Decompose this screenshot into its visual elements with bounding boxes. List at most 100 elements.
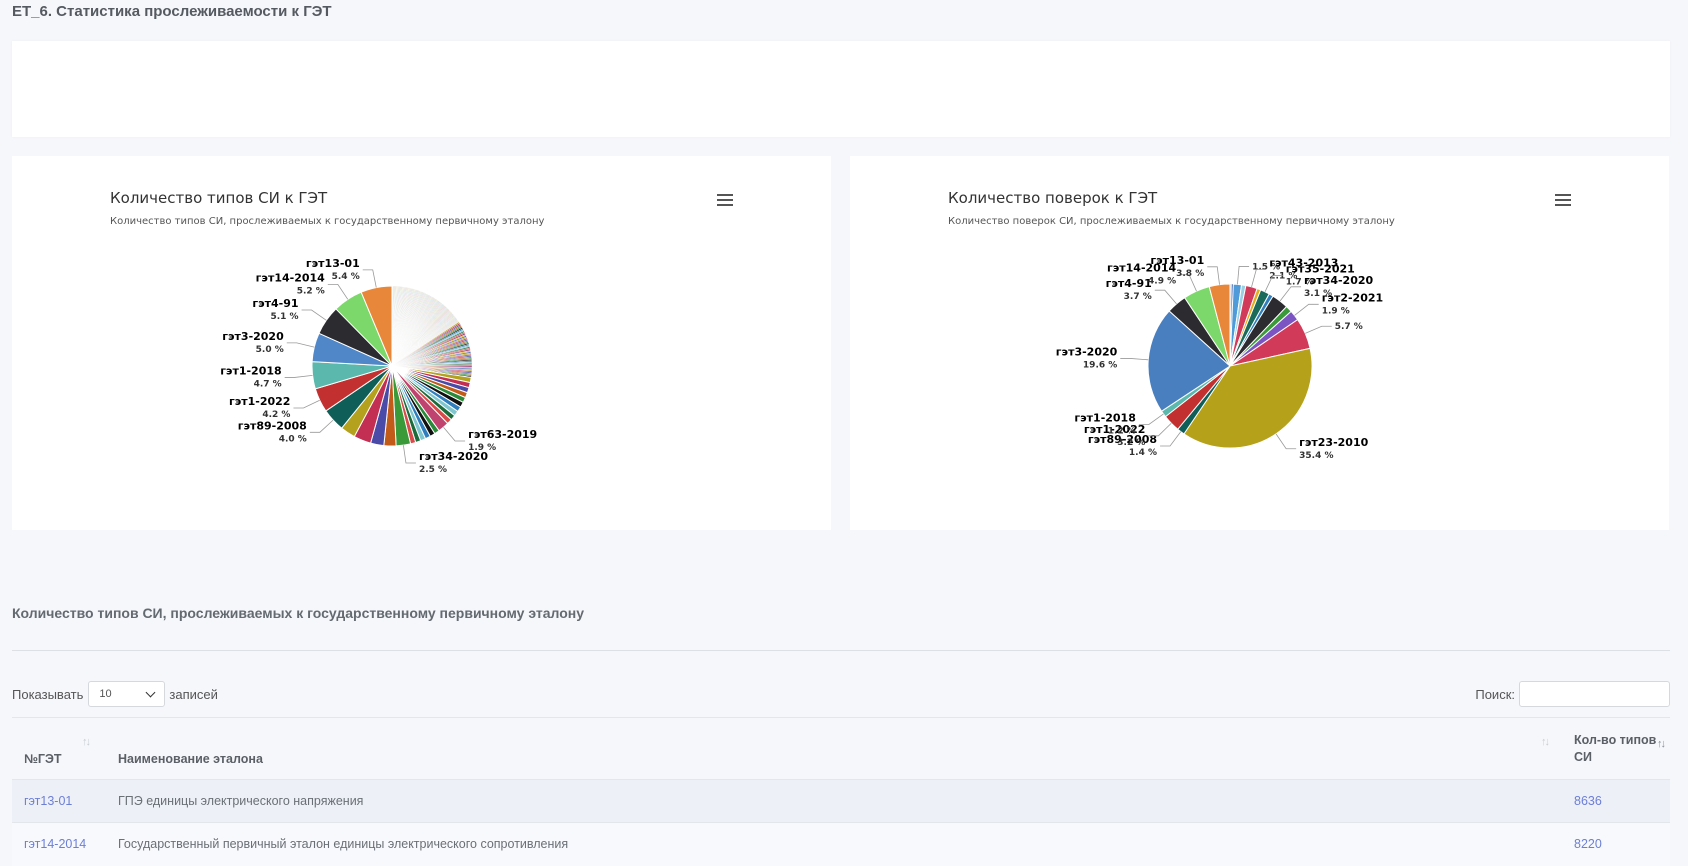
pie-label-value: 1.5 % xyxy=(1252,262,1280,272)
search-input[interactable] xyxy=(1519,681,1670,707)
pie-label-value: 4.2 % xyxy=(262,410,290,420)
pie-connector xyxy=(1120,358,1149,361)
hamburger-icon[interactable] xyxy=(1555,194,1571,208)
pie-label-name: гэт14-2014 xyxy=(1107,262,1176,275)
pie-label-value: 5.2 % xyxy=(297,286,325,296)
empty-panel xyxy=(12,41,1670,137)
pie-label-name: гэт23-2010 xyxy=(1299,436,1368,449)
pie-label-value: 3.2 % xyxy=(1117,438,1145,448)
page-length-value: 10 xyxy=(99,688,112,700)
divider xyxy=(12,650,1670,651)
pie-connector xyxy=(443,426,466,442)
pie-label-name: гэт1-2022 xyxy=(1084,423,1145,436)
pie-label-value: 4.7 % xyxy=(254,379,282,389)
pie-label-value: 19.6 % xyxy=(1083,360,1117,370)
pie-label-name: гэт4-91 xyxy=(252,297,298,310)
page-title: ET_6. Статистика прослеживаемости к ГЭТ xyxy=(12,3,332,20)
chart-subtitle: Количество типов СИ, прослеживаемых к го… xyxy=(110,216,545,227)
pie-label-value: 1.9 % xyxy=(1322,306,1350,316)
column-header-name[interactable]: ↑↓ Наименование эталона xyxy=(118,736,1550,766)
pie-connector xyxy=(1279,286,1302,302)
pie-label-name: гэт2-2021 xyxy=(1322,291,1383,304)
sort-icon: ↑↓ xyxy=(82,736,91,748)
pie-label-value: 3.8 % xyxy=(1176,269,1204,279)
pie-label-value: 5.0 % xyxy=(256,345,284,355)
pie-label-value: 1.4 % xyxy=(1129,448,1157,458)
pie-connector xyxy=(1305,325,1332,334)
pie-connector xyxy=(1154,289,1177,305)
pie-label-name: гэт34-2020 xyxy=(1304,274,1373,287)
table-row: гэт13-01 ГПЭ единицы электрического напр… xyxy=(12,779,1670,823)
pie-connector xyxy=(327,283,349,300)
row-code-link[interactable]: гэт13-01 xyxy=(24,794,73,808)
row-count-link[interactable]: 8220 xyxy=(1574,837,1602,852)
records-label: записей xyxy=(169,686,218,702)
sort-desc-icon: ↑↓ xyxy=(1657,738,1666,750)
pie-label-name: гэт89-2008 xyxy=(238,419,307,432)
pie-slice[interactable] xyxy=(1147,310,1231,412)
row-code-link[interactable]: гэт14-2014 xyxy=(24,837,87,852)
page-length-control: Показывать 10 записей xyxy=(12,681,218,707)
pie-connector xyxy=(1275,433,1297,450)
pie-connector xyxy=(1207,266,1220,285)
pie-label-value: 1.7 % xyxy=(1286,278,1314,288)
pie-connector xyxy=(1294,303,1319,316)
pie-connector xyxy=(309,419,334,433)
search-control: Поиск: xyxy=(1475,681,1670,707)
pie-connector xyxy=(286,342,315,348)
pie-connector xyxy=(1160,431,1182,447)
hamburger-icon[interactable] xyxy=(717,194,733,208)
pie-label-value: 5.1 % xyxy=(270,312,298,322)
row-count-link[interactable]: 8636 xyxy=(1574,794,1602,808)
pie-label-value: 1.9 % xyxy=(468,443,496,453)
pie-label-name: гэт3-2020 xyxy=(222,330,284,343)
pie-label-value: 2.1 % xyxy=(1269,272,1297,282)
row-name: ГПЭ единицы электрического напряжения xyxy=(118,794,364,808)
pie-label-name: гэт3-2020 xyxy=(1056,345,1118,358)
pie-connector xyxy=(293,399,320,409)
pie-label-name: гэт4-91 xyxy=(1106,277,1152,290)
pie-label-name: гэт14-2014 xyxy=(256,271,325,284)
pie-label-name: гэт34-2020 xyxy=(419,450,488,463)
pie-connector xyxy=(1237,266,1250,285)
pie-label-value: 3.7 % xyxy=(1124,292,1152,302)
table-header-row: ↑↓ №ГЭТ ↑↓ Наименование эталона ↑↓ Кол-в… xyxy=(12,717,1670,780)
chart-title: Количество типов СИ к ГЭТ xyxy=(110,189,328,207)
pie-slice[interactable] xyxy=(360,285,393,367)
pie-label-name: гэт1-2018 xyxy=(1074,411,1135,424)
column-header-code[interactable]: ↑↓ №ГЭТ xyxy=(24,736,91,766)
pie-chart-verifications: 1.5 %гэт43-2013 2.1 %гэт35-2021 1.7 %гэт34… xyxy=(1056,254,1383,461)
row-name: Государственный первичный эталон единицы… xyxy=(118,837,569,852)
pie-label-value: 1.2 % xyxy=(1108,426,1136,436)
column-header-count[interactable]: ↑↓ Кол-во типов СИ xyxy=(1574,733,1666,764)
chevron-down-icon xyxy=(145,687,156,697)
pie-connector xyxy=(301,309,327,321)
pie-connector xyxy=(362,269,377,288)
pie-label-value: 5.7 % xyxy=(1335,322,1363,332)
chart-card-verifications: 1.5 % гэт43-2013 2.1 % гэт35-2021 1.7 % гэт34… xyxy=(850,156,1669,530)
pie-connector xyxy=(1138,413,1164,425)
pie-connector xyxy=(1148,422,1172,437)
pie-label-name: гэт35-2021 xyxy=(1286,263,1355,276)
pie-label-name: гэт1-2022 xyxy=(229,395,290,408)
pie-connector xyxy=(1264,275,1283,293)
pie-label-name: гэт43-2013 xyxy=(1269,257,1338,270)
section-title: Количество типов СИ, прослеживаемых к го… xyxy=(12,605,585,621)
pie-connector xyxy=(1179,274,1197,292)
pie-label-value: 2.5 % xyxy=(419,465,447,475)
show-label: Показывать xyxy=(12,686,84,702)
pie-label-value: 3.1 % xyxy=(1304,289,1332,299)
pie-label-value: 4.9 % xyxy=(1148,277,1176,287)
page-length-select[interactable]: 10 xyxy=(88,681,166,707)
pie-label-name: гэт13-01 xyxy=(1150,254,1204,267)
sort-icon: ↑↓ xyxy=(1541,736,1550,748)
pie-chart-types: гэт63-2019 1.9 %гэт34-2020 2.5 % гэт89-2008… xyxy=(220,257,537,475)
pie-connector xyxy=(402,445,416,464)
chart-title: Количество поверок к ГЭТ xyxy=(948,189,1158,207)
pie-label-name: гэт89-2008 xyxy=(1088,433,1157,446)
chart-subtitle: Количество поверок СИ, прослеживаемых к … xyxy=(948,216,1395,227)
chart-card-types: гэт63-2019 1.9 % гэт34-2020 2.5 % гэт89-2008… xyxy=(12,156,831,530)
pie-label-value: 5.4 % xyxy=(332,272,360,282)
pie-connector xyxy=(1251,269,1267,287)
pie-slice[interactable] xyxy=(1183,347,1313,449)
